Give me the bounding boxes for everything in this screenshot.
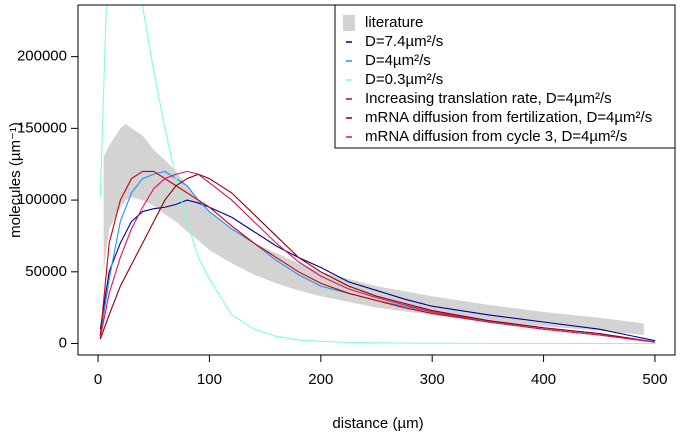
x-tick-label: 400 — [531, 371, 556, 388]
x-tick-label: 200 — [308, 371, 333, 388]
legend-label: D=0.3µm²/s — [365, 71, 443, 88]
legend-box — [334, 4, 676, 149]
y-axis-label: molecules (µm⁻¹) — [7, 122, 24, 238]
series-line — [99, 170, 656, 343]
y-tick-label: 50000 — [25, 263, 67, 280]
y-tick-label: 0 — [59, 334, 67, 351]
y-tick-label: 100000 — [17, 191, 67, 208]
x-tick-label: 300 — [420, 371, 445, 388]
legend-label: mRNA diffusion from fertilization, D=4µm… — [365, 109, 652, 126]
legend-label: D=4µm²/s — [365, 52, 431, 69]
legend-label: Increasing translation rate, D=4µm²/s — [365, 90, 612, 107]
x-axis-label: distance (µm) — [332, 415, 423, 432]
x-tick-label: 0 — [94, 371, 102, 388]
series-line — [99, 199, 656, 342]
y-tick-label: 150000 — [17, 119, 67, 136]
legend-swatch — [343, 15, 355, 31]
y-tick-label: 200000 — [17, 48, 67, 65]
x-tick-label: 500 — [642, 371, 667, 388]
legend-label: mRNA diffusion from cycle 3, D=4µm²/s — [365, 128, 627, 145]
series-line — [99, 5, 655, 345]
series-line — [99, 173, 656, 343]
band — [103, 124, 644, 335]
plot-area — [99, 5, 656, 345]
legend-label: literature — [365, 14, 423, 31]
legend-label: D=7.4µm²/s — [365, 33, 443, 50]
series-line — [99, 170, 656, 343]
x-tick-label: 100 — [197, 371, 222, 388]
